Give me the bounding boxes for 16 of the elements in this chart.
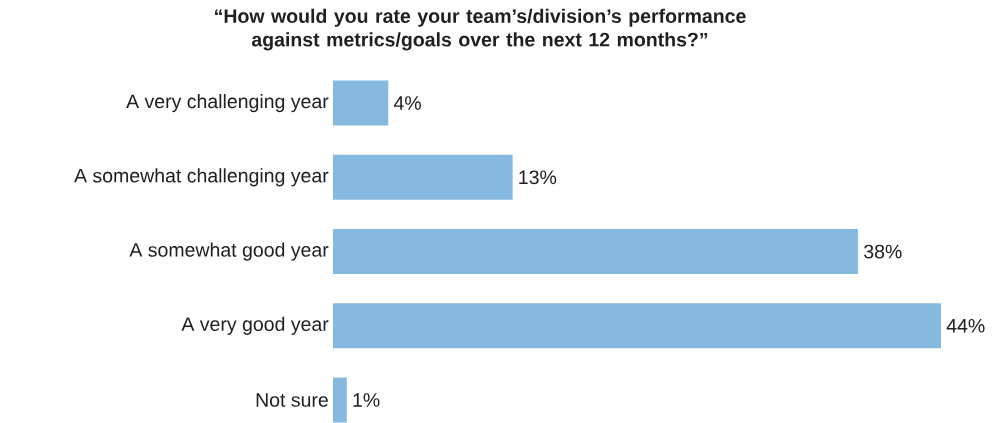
bar (333, 377, 347, 423)
bar (333, 229, 859, 275)
bar (333, 303, 942, 349)
data-label: 13% (519, 170, 557, 185)
data-label: 38% (864, 244, 902, 259)
data-label: 44% (946, 318, 985, 333)
y-tick-label: A somewhat challenging year (74, 168, 329, 187)
bar (333, 80, 389, 126)
y-tick-label: A very good year (181, 316, 329, 335)
y-tick-label: Not sure (256, 393, 328, 407)
chart-title: “How would you rate your team’s/division’s performance against metrics/goals over the next 12 months?” (215, 8, 746, 51)
data-label: 4% (393, 96, 421, 110)
bar (333, 154, 513, 200)
y-tick-label: A somewhat good year (129, 242, 329, 261)
y-tick-label: A very challenging year (126, 93, 329, 113)
data-label: 1% (353, 393, 380, 407)
